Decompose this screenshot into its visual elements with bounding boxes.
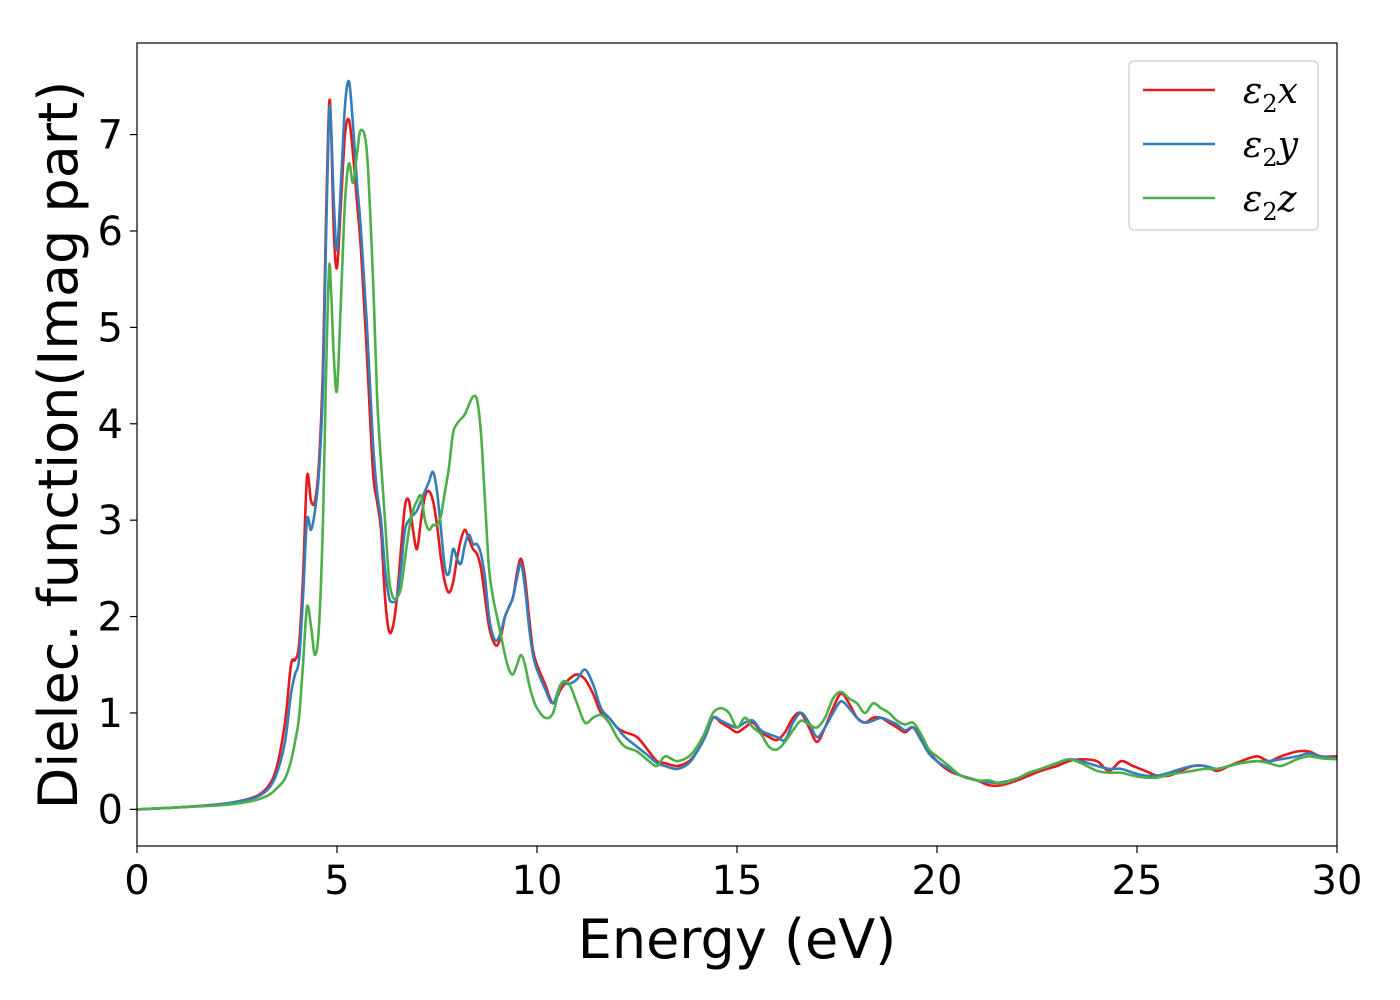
legend-label: ε2z xyxy=(1243,179,1298,226)
legend-label-subscript: 2 xyxy=(1262,144,1277,172)
y-tick-label: 7 xyxy=(98,113,123,159)
x-tick-label: 20 xyxy=(912,858,963,904)
series-line-3 xyxy=(137,128,1337,811)
legend-label-subscript: 2 xyxy=(1262,90,1277,118)
y-tick-label: 5 xyxy=(98,305,123,351)
x-tick-label: 15 xyxy=(712,858,763,904)
legend-label: ε2x xyxy=(1243,71,1298,118)
legend-label-subscript: 2 xyxy=(1262,198,1277,226)
y-tick-label: 3 xyxy=(98,498,123,544)
y-tick-label: 1 xyxy=(98,691,123,737)
x-tick-label: 5 xyxy=(324,858,349,904)
y-tick-label: 0 xyxy=(98,787,123,833)
x-tick-label: 30 xyxy=(1312,858,1363,904)
legend-label: ε2y xyxy=(1243,125,1299,172)
x-tick-label: 0 xyxy=(124,858,149,904)
x-tick-label: 25 xyxy=(1112,858,1163,904)
legend-label-tail: y xyxy=(1276,125,1299,166)
legend-label-main: ε xyxy=(1243,179,1262,220)
y-axis-title: Dielec. function(Imag part) xyxy=(27,81,90,810)
legend-label-main: ε xyxy=(1243,71,1262,112)
x-tick-label: 10 xyxy=(512,858,563,904)
x-axis-title: Energy (eV) xyxy=(578,908,897,971)
series-layer xyxy=(137,79,1337,811)
y-axis: 0 1 2 3 4 5 6 7 xyxy=(98,113,137,833)
y-tick-label: 6 xyxy=(98,209,123,255)
legend-label-tail: z xyxy=(1277,179,1298,220)
y-tick-label: 4 xyxy=(98,402,123,448)
legend-frame xyxy=(1128,60,1319,231)
series-line-1 xyxy=(137,98,1337,811)
y-tick-label: 2 xyxy=(98,595,123,641)
legend-label-tail: x xyxy=(1278,71,1298,112)
x-axis: 0 5 10 15 20 25 30 xyxy=(124,846,1362,904)
legend-label-main: ε xyxy=(1243,125,1262,166)
